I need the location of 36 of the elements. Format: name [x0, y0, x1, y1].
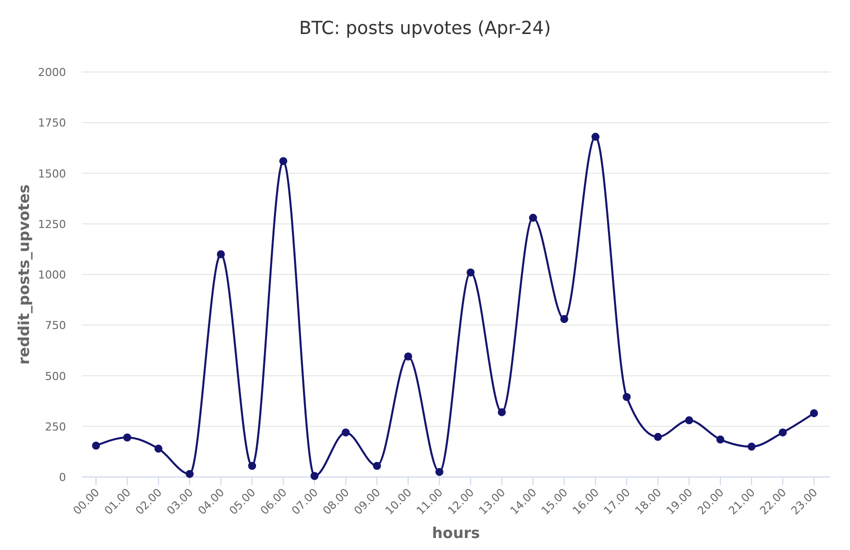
point	[404, 352, 412, 361]
point	[654, 432, 662, 441]
point	[466, 268, 475, 276]
y-axis-title: reddit_posts_upvotes	[15, 184, 33, 365]
point	[685, 416, 694, 424]
point	[342, 428, 350, 436]
y-tick-label: 1500	[38, 167, 66, 180]
point	[622, 393, 631, 402]
y-tick-label: 2000	[38, 66, 66, 79]
point	[154, 444, 162, 453]
y-tick-label: 1000	[38, 268, 66, 282]
x-axis-title: hours	[432, 524, 480, 542]
y-tick-label: 1250	[38, 218, 66, 231]
point	[216, 250, 225, 258]
point	[748, 442, 756, 451]
point	[123, 434, 132, 442]
point	[716, 436, 724, 444]
y-tick-label: 750	[45, 319, 66, 332]
point	[529, 214, 538, 222]
point	[186, 470, 194, 478]
point	[372, 462, 381, 470]
point	[279, 157, 288, 166]
y-tick-label: 250	[45, 420, 66, 434]
point	[498, 408, 506, 416]
point	[92, 442, 100, 450]
y-tick-label: 500	[45, 370, 66, 383]
point	[810, 409, 818, 418]
point	[310, 472, 319, 480]
y-tick-label: 1750	[38, 116, 66, 130]
point	[560, 315, 568, 324]
point	[778, 428, 787, 436]
point	[435, 468, 444, 476]
point	[248, 462, 256, 470]
y-tick-label: 0	[59, 471, 66, 484]
chart-title: BTC: posts upvotes (Apr-24)	[299, 18, 551, 39]
point	[591, 132, 600, 141]
